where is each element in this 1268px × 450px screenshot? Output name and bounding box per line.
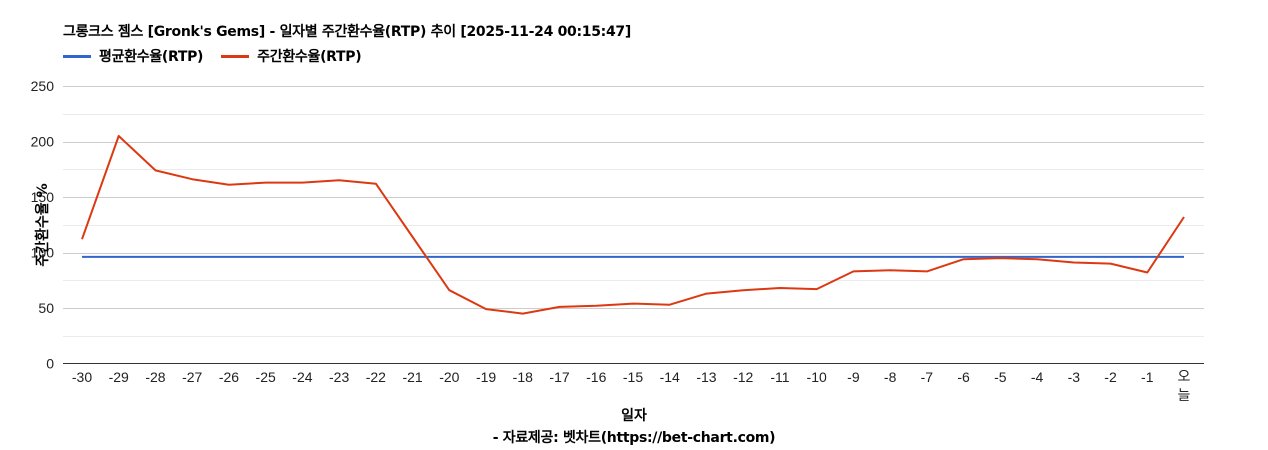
x-tick-label: -29 bbox=[109, 369, 129, 385]
x-tick-label: -24 bbox=[292, 369, 312, 385]
x-tick-label: -21 bbox=[402, 369, 422, 385]
x-tick-label: -19 bbox=[476, 369, 496, 385]
legend-item-average[interactable]: 평균환수율(RTP) bbox=[63, 46, 203, 66]
legend-swatch-weekly-icon bbox=[221, 54, 250, 58]
x-tick-label: -23 bbox=[329, 369, 349, 385]
y-tick-label: 150 bbox=[31, 189, 55, 205]
x-tick-label: -14 bbox=[660, 369, 680, 385]
y-tick-label: 100 bbox=[31, 245, 55, 261]
x-tick-label: -7 bbox=[921, 369, 934, 385]
x-tick-label: -30 bbox=[72, 369, 92, 385]
x-tick-label: -27 bbox=[182, 369, 202, 385]
x-tick-label: -20 bbox=[439, 369, 459, 385]
x-tick-label: -17 bbox=[549, 369, 569, 385]
y-axis-ticks: 0 50 100 150 200 250 bbox=[31, 78, 55, 372]
legend-item-weekly[interactable]: 주간환수율(RTP) bbox=[221, 46, 362, 66]
x-tick-label: -4 bbox=[1031, 369, 1044, 385]
gridlines bbox=[63, 86, 1204, 337]
x-tick-label: -22 bbox=[366, 369, 386, 385]
series-weekly-rtp-line[interactable] bbox=[81, 135, 1185, 315]
y-tick-label: 200 bbox=[31, 134, 55, 150]
y-tick-label: 0 bbox=[46, 356, 54, 372]
x-tick-label: -16 bbox=[586, 369, 606, 385]
x-tick-label: -13 bbox=[696, 369, 716, 385]
x-tick-label: -12 bbox=[733, 369, 753, 385]
series-lines bbox=[81, 135, 1185, 315]
legend-label-average: 평균환수율(RTP) bbox=[99, 49, 204, 65]
x-tick-label: -1 bbox=[1141, 369, 1154, 385]
x-axis-label: 일자 bbox=[621, 408, 647, 424]
legend-label-weekly: 주간환수율(RTP) bbox=[257, 49, 362, 65]
x-tick-label: -9 bbox=[847, 369, 860, 385]
y-axis-label: 주간환수율 % bbox=[34, 183, 51, 266]
x-tick-label: -15 bbox=[623, 369, 643, 385]
y-tick-label: 50 bbox=[38, 300, 54, 316]
legend: 평균환수율(RTP) 주간환수율(RTP) bbox=[63, 46, 379, 66]
x-tick-label: -2 bbox=[1104, 369, 1117, 385]
x-tick-label: -26 bbox=[219, 369, 239, 385]
x-tick-label: -6 bbox=[957, 369, 970, 385]
x-tick-label: -28 bbox=[145, 369, 165, 385]
chart-title: 그롱크스 젬스 [Gronk's Gems] - 일자별 주간환수율(RTP) … bbox=[63, 24, 631, 40]
x-tick-label: -3 bbox=[1068, 369, 1081, 385]
source-credit: - 자료제공: 벳차트(https://bet-chart.com) bbox=[492, 430, 776, 446]
x-tick-label: -10 bbox=[807, 369, 827, 385]
x-tick-label: -18 bbox=[513, 369, 533, 385]
y-tick-label: 250 bbox=[31, 78, 55, 94]
x-tick-label: -8 bbox=[884, 369, 897, 385]
x-tick-label-today: 오 bbox=[1178, 368, 1191, 384]
x-tick-label: -11 bbox=[770, 369, 789, 385]
x-axis-ticks: -30 -29 -28 -27 -26 -25 -24 -23 -22 -21 -20 -19 -18-… bbox=[72, 368, 1191, 403]
legend-swatch-average-icon bbox=[63, 54, 91, 58]
x-tick-label-today: 늘 bbox=[1178, 387, 1191, 403]
x-tick-label: -25 bbox=[256, 369, 276, 385]
x-tick-label: -5 bbox=[994, 369, 1007, 385]
